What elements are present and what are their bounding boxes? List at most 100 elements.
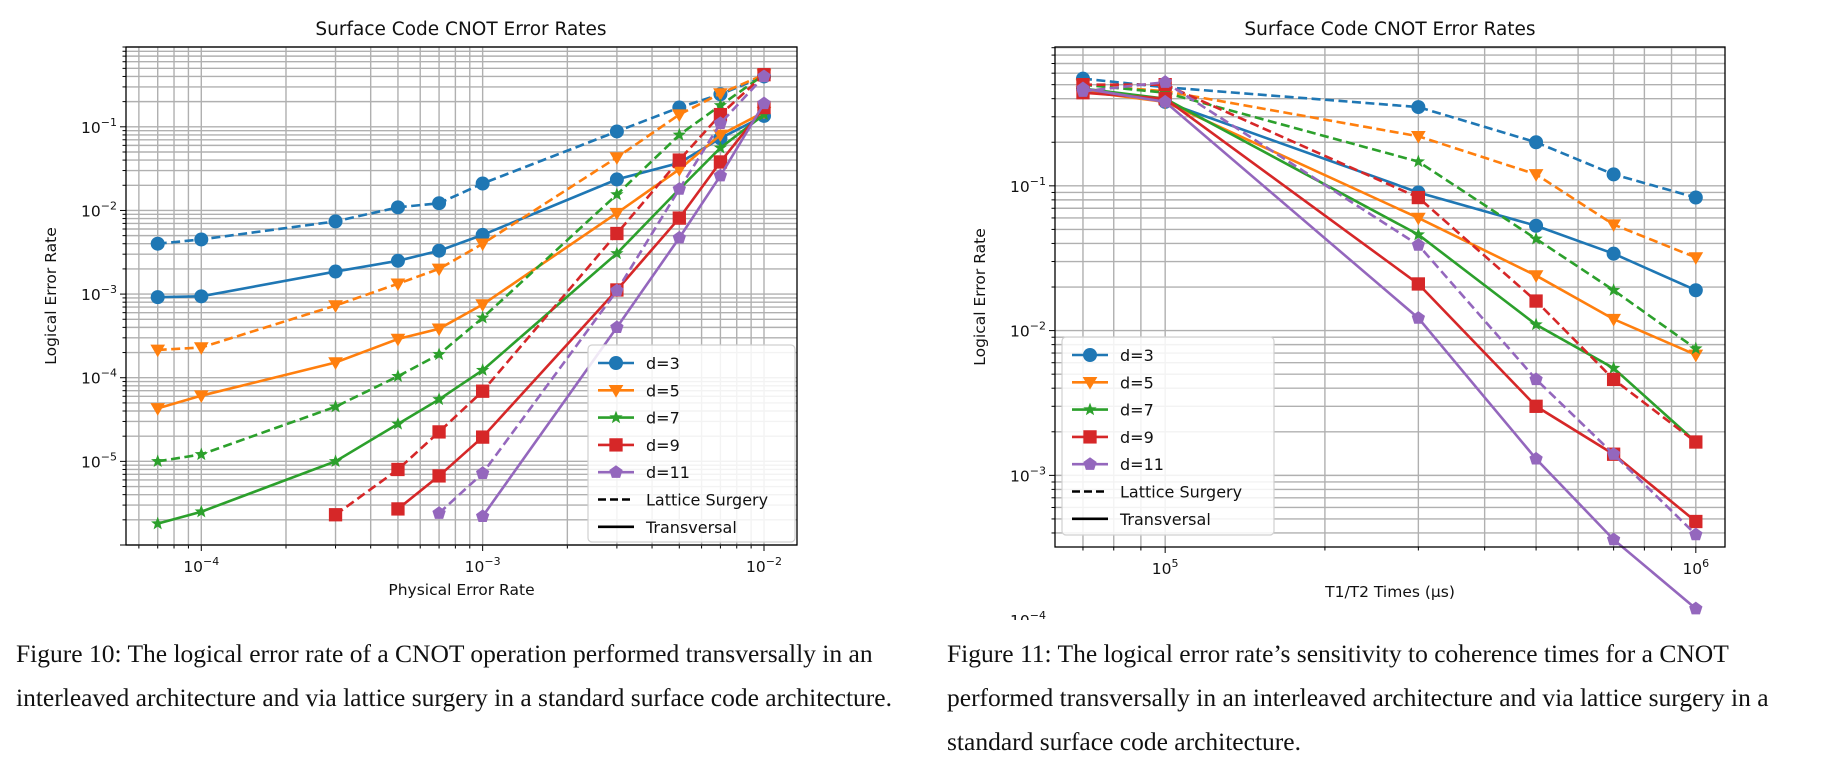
marker-circle	[150, 236, 165, 251]
x-axis-label: Physical Error Rate	[388, 581, 534, 599]
marker-pentagon	[757, 69, 771, 83]
series-group	[150, 67, 772, 530]
marker-pentagon	[609, 465, 623, 478]
marker-triangle-down	[608, 385, 624, 398]
y-axis-label: Logical Error Rate	[42, 227, 60, 365]
marker-circle	[1688, 283, 1703, 298]
marker-square	[1529, 399, 1543, 413]
marker-star	[1606, 283, 1621, 296]
legend-entry-d-9: d=9	[1072, 428, 1154, 447]
legend-entry-d-5: d=5	[598, 381, 680, 400]
marker-square	[391, 462, 405, 477]
figure-11-caption: Figure 11: The logical error rate’s sens…	[947, 639, 1769, 756]
marker-square	[672, 211, 686, 225]
series-line	[334, 73, 765, 516]
tick-base: 10	[81, 202, 101, 220]
marker-square	[1411, 277, 1426, 291]
legend-box	[587, 344, 796, 543]
legend: d=3 d=5 d=7 d=9 d=11 Lattice Surgery Transvers…	[1061, 336, 1275, 536]
legend-label: Transversal	[1119, 510, 1211, 529]
marker-pentagon	[1158, 75, 1172, 88]
marker-star	[151, 516, 165, 530]
series-d9-dashed	[328, 68, 771, 522]
legend-entry-transversal: Transversal	[1072, 510, 1211, 529]
marker-pentagon	[1606, 532, 1621, 546]
legend-entry-d-7: d=7	[598, 409, 680, 428]
legend-entry-d-7: d=7	[1072, 401, 1154, 420]
figure-10-caption: Figure 10: The logical error rate of a C…	[16, 639, 892, 712]
marker-pentagon	[713, 116, 728, 130]
marker-circle	[194, 289, 209, 304]
series-d5-solid	[1075, 86, 1704, 363]
y-tick-label: 10−3	[81, 283, 117, 304]
x-axis-label: T1/T2 Times (μs)	[1324, 583, 1455, 601]
marker-star	[609, 410, 623, 424]
series-line	[1082, 77, 1697, 199]
tick-base: 10	[1682, 560, 1702, 578]
marker-circle	[194, 232, 209, 247]
marker-circle	[328, 214, 343, 229]
marker-star	[713, 140, 728, 154]
legend-box	[1061, 336, 1275, 536]
tick-exponent: −1	[1030, 175, 1046, 188]
x-tick-label: 105	[1152, 557, 1179, 578]
tick-base: 10	[1152, 560, 1172, 578]
marker-circle	[150, 290, 165, 305]
marker-square	[432, 469, 446, 483]
tick-exponent: 5	[1172, 557, 1179, 570]
tick-exponent: −2	[101, 199, 117, 212]
marker-triangle-down	[1082, 377, 1098, 390]
marker-pentagon	[1529, 372, 1543, 386]
marker-pentagon	[757, 96, 771, 110]
legend-entry-d-3: d=3	[1072, 346, 1154, 365]
marker-triangle-down	[713, 88, 728, 101]
marker-pentagon	[1411, 238, 1426, 251]
tick-exponent: −2	[766, 555, 782, 568]
marker-star	[1689, 341, 1703, 355]
tick-base: 10	[81, 453, 101, 471]
marker-circle	[1688, 190, 1703, 205]
marker-circle	[1606, 246, 1621, 261]
marker-star	[1083, 402, 1097, 416]
marker-triangle-down	[1688, 252, 1704, 265]
figures: 10−4 10−3 10−210−110−210−310−410−5Surface …	[42, 19, 1726, 620]
legend-label: Lattice Surgery	[646, 491, 768, 510]
tick-exponent: 6	[1702, 557, 1709, 570]
marker-star	[1411, 227, 1426, 241]
tick-exponent: −3	[1030, 464, 1046, 477]
x-tick-label: 10−4	[183, 555, 219, 576]
marker-star	[475, 310, 490, 324]
marker-circle	[609, 172, 624, 187]
tick-base: 10	[81, 370, 101, 388]
legend-label: d=7	[646, 409, 680, 428]
series-line	[1082, 87, 1697, 610]
marker-star	[713, 98, 728, 112]
marker-pentagon	[610, 320, 624, 334]
marker-triangle-down	[193, 342, 209, 355]
tick-base: 10	[183, 558, 203, 576]
legend-label: d=9	[1120, 428, 1154, 447]
marker-pentagon	[672, 230, 686, 244]
legend-entry-d-11: d=11	[598, 463, 690, 482]
marker-circle	[475, 227, 490, 242]
legend-label: d=3	[646, 354, 680, 373]
marker-star	[1529, 231, 1543, 245]
marker-triangle-down	[150, 344, 166, 358]
legend-label: d=5	[646, 381, 680, 400]
legend-label: d=9	[646, 436, 680, 455]
marker-circle	[609, 124, 624, 139]
tick-exponent: −4	[1030, 609, 1046, 620]
legend-label: d=11	[1120, 455, 1164, 474]
marker-square	[610, 226, 624, 241]
legend-entry-d-9: d=9	[598, 436, 680, 455]
series-d11-solid	[475, 96, 771, 523]
legend-label: Lattice Surgery	[1120, 483, 1242, 502]
marker-pentagon	[1076, 81, 1090, 95]
marker-triangle-down	[328, 357, 343, 370]
tick-exponent: −3	[484, 555, 500, 568]
marker-triangle-down	[150, 403, 166, 416]
plot-frame	[1054, 46, 1726, 548]
marker-star	[194, 504, 208, 518]
marker-square	[328, 508, 343, 522]
marker-triangle-down	[713, 129, 728, 143]
